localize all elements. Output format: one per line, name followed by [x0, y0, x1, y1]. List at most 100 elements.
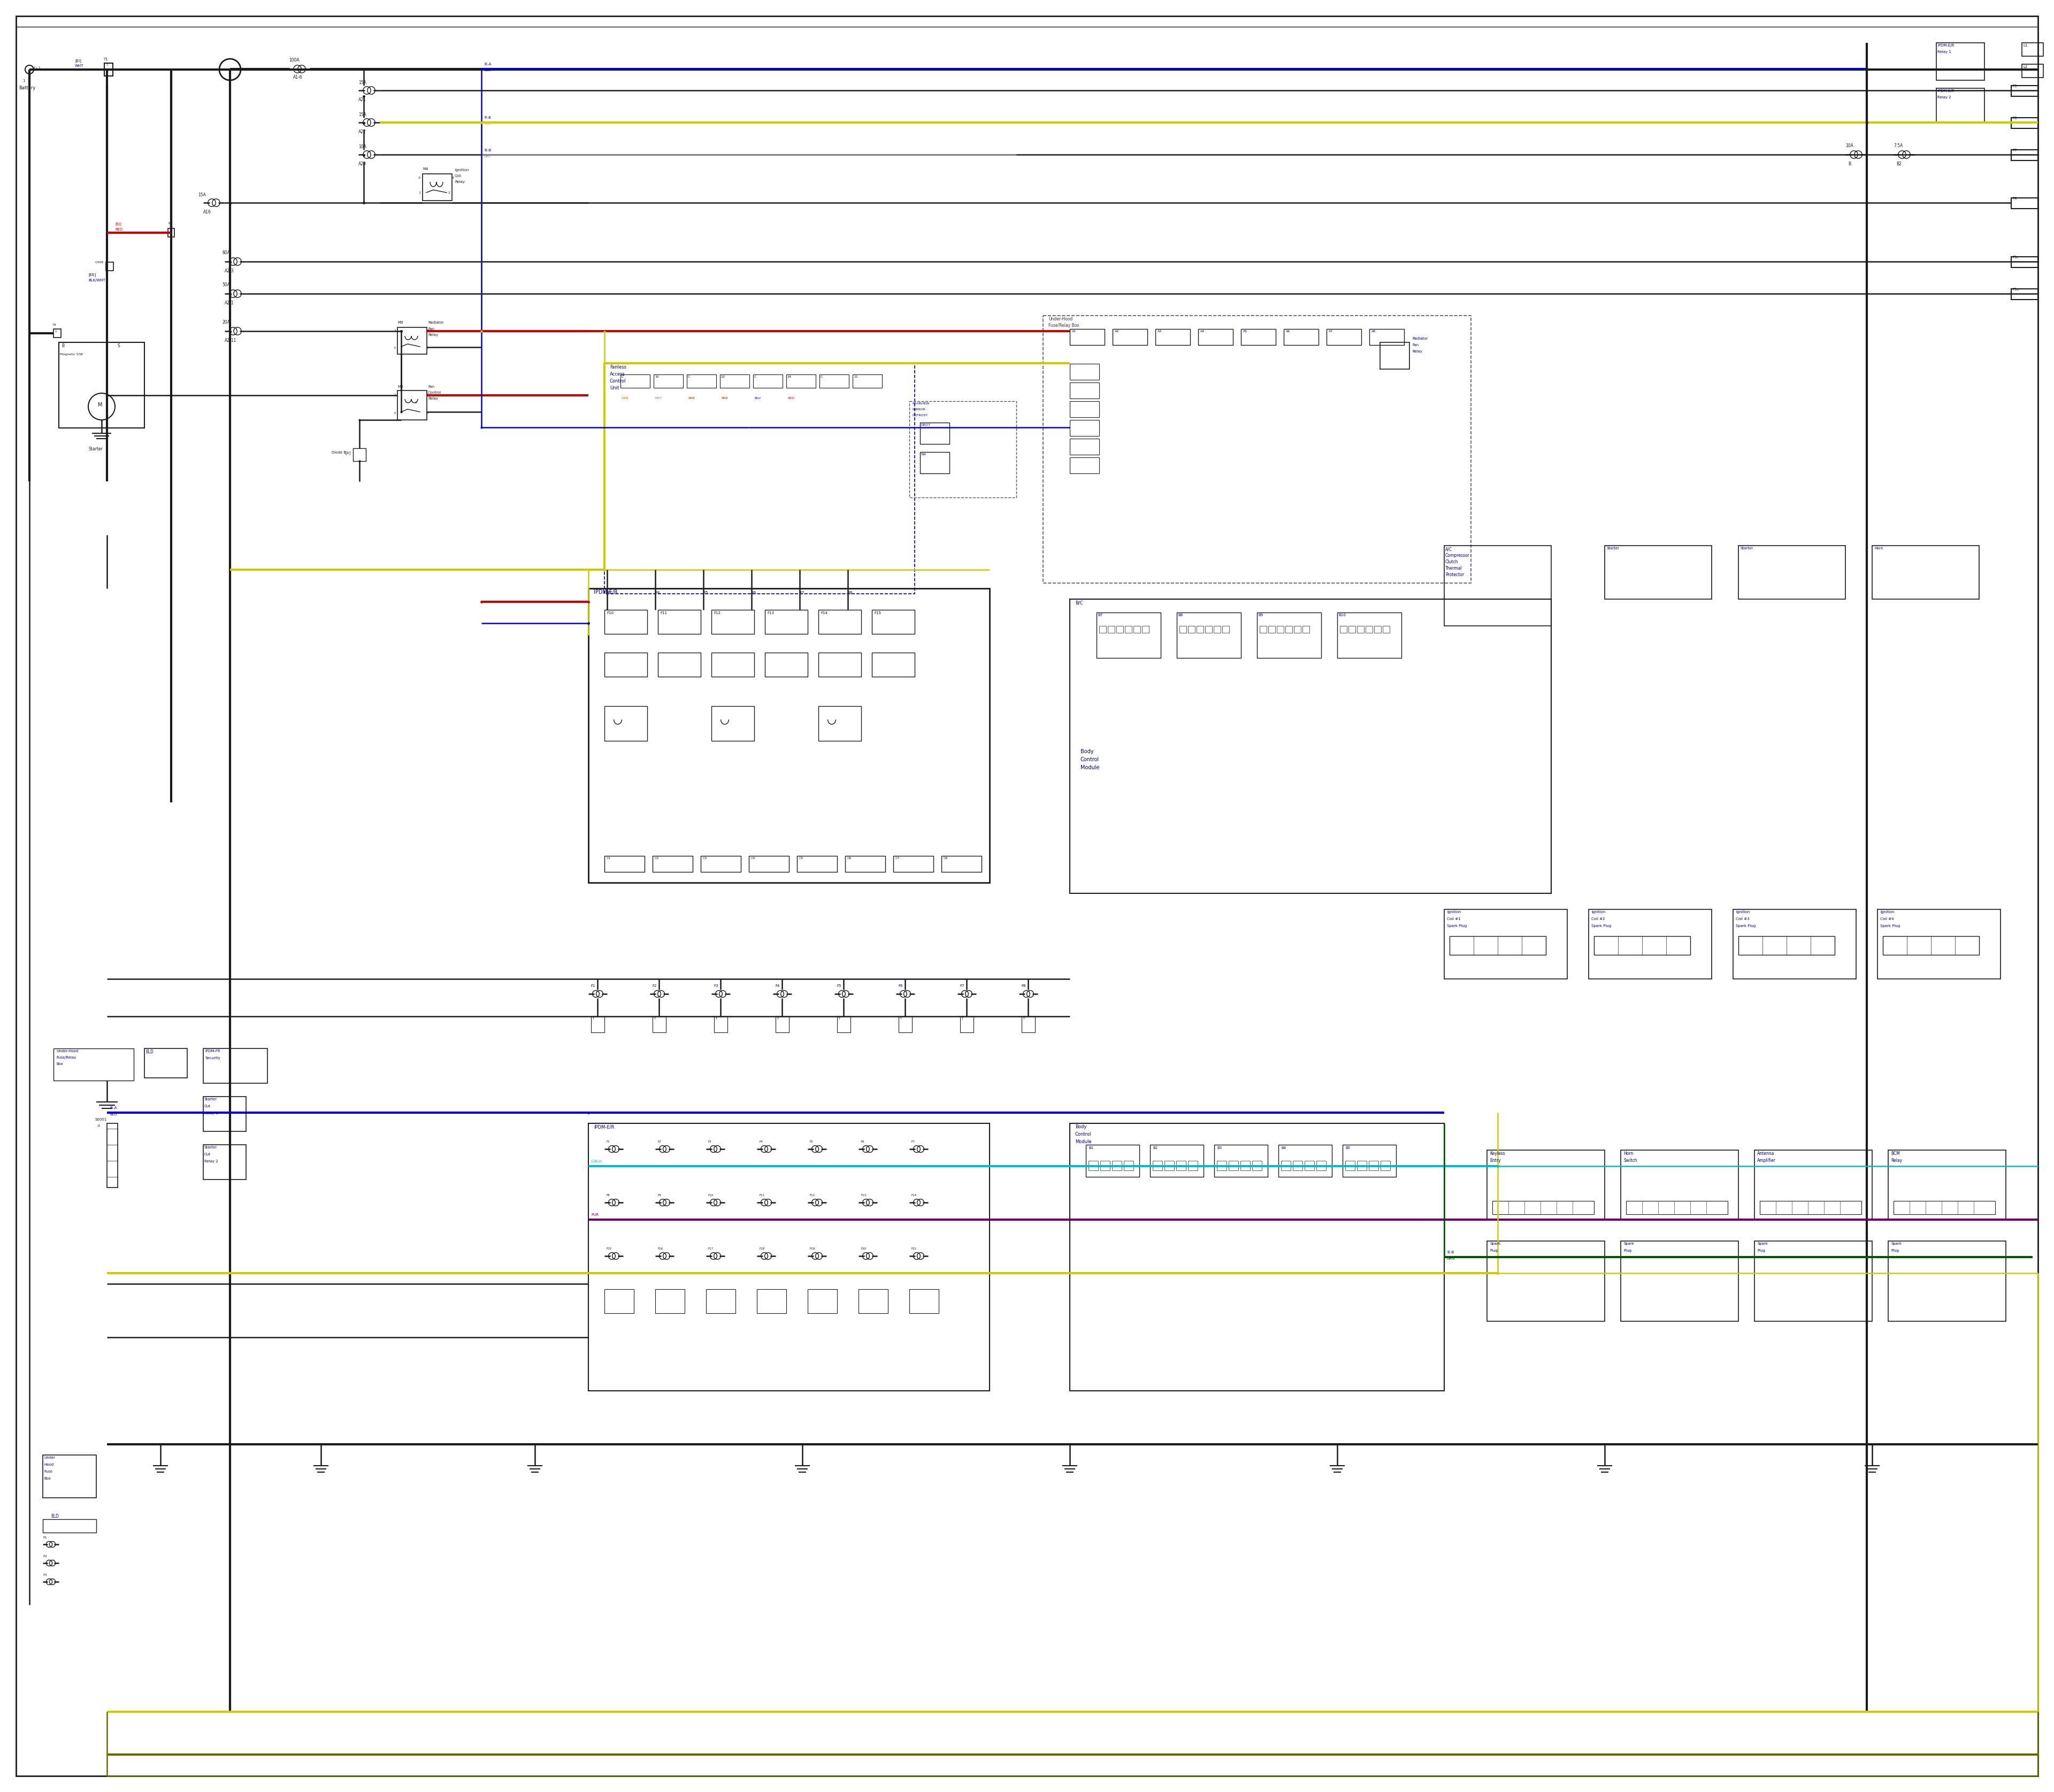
Bar — [653, 857, 692, 873]
Bar — [1588, 909, 1711, 978]
Bar — [1754, 1150, 1871, 1220]
Bar — [1222, 625, 1228, 633]
Text: F14: F14 — [912, 1193, 916, 1197]
Text: C: C — [820, 376, 824, 378]
Text: C4: C4 — [752, 857, 756, 860]
Text: M: M — [99, 401, 103, 407]
Text: F2: F2 — [43, 1555, 47, 1557]
Text: 7.5A: 7.5A — [1894, 143, 1902, 149]
Bar — [604, 652, 647, 677]
Bar — [807, 1288, 838, 1314]
Text: F2: F2 — [657, 1140, 661, 1143]
Text: B: B — [62, 344, 64, 348]
Text: F6: F6 — [2013, 116, 2017, 120]
Bar — [1877, 909, 2001, 978]
Text: T4: T4 — [53, 324, 58, 326]
Text: B/C: B/C — [1074, 600, 1082, 606]
Text: Fan: Fan — [1413, 344, 1419, 346]
Bar — [1604, 545, 1711, 599]
Bar — [53, 1048, 134, 1081]
Text: 10A: 10A — [1844, 143, 1853, 149]
Bar — [1099, 625, 1107, 633]
Text: (+): (+) — [33, 66, 41, 72]
Bar — [1101, 1161, 1109, 1170]
Bar — [1259, 625, 1267, 633]
Text: F12: F12 — [713, 611, 721, 615]
Bar — [1154, 330, 1189, 346]
Text: Relay 2: Relay 2 — [1937, 95, 1951, 99]
Bar — [604, 364, 914, 593]
Text: A29: A29 — [357, 161, 366, 167]
Bar — [1214, 625, 1220, 633]
Bar — [1444, 545, 1551, 625]
Bar — [2011, 197, 2038, 208]
Bar — [920, 423, 949, 444]
Text: 1: 1 — [394, 394, 396, 396]
Text: A2-11: A2-11 — [224, 339, 236, 342]
Bar — [920, 452, 949, 473]
Text: BLU: BLU — [109, 1113, 117, 1116]
Text: B7: B7 — [1097, 613, 1103, 616]
Bar — [1124, 1161, 1134, 1170]
Bar — [1070, 1124, 1444, 1391]
Text: 10A: 10A — [357, 145, 366, 149]
Text: Radiator: Radiator — [1413, 337, 1428, 340]
Bar — [592, 1016, 604, 1032]
Bar — [871, 652, 914, 677]
Bar — [1738, 935, 1834, 955]
Bar — [764, 652, 807, 677]
Bar — [776, 1016, 789, 1032]
Text: F15: F15 — [875, 611, 881, 615]
Text: Coil #3: Coil #3 — [1736, 918, 1750, 921]
Text: Starter: Starter — [203, 1098, 218, 1100]
Bar — [653, 375, 684, 387]
Text: A3: A3 — [1158, 330, 1163, 333]
Bar — [941, 857, 982, 873]
Bar — [1358, 1161, 1366, 1170]
Bar — [203, 1048, 267, 1082]
Text: [EJ]: [EJ] — [115, 222, 121, 226]
Text: Coil #1: Coil #1 — [1446, 918, 1460, 921]
Bar — [1621, 1150, 1738, 1220]
Text: F8: F8 — [606, 1193, 610, 1197]
Text: B10: B10 — [1339, 613, 1345, 616]
Bar — [756, 1288, 787, 1314]
Text: Control: Control — [427, 391, 442, 394]
Text: 1: 1 — [394, 330, 396, 332]
Bar — [587, 1124, 990, 1391]
Bar — [787, 375, 815, 387]
Text: F3: F3 — [43, 1573, 47, 1577]
Bar — [1070, 382, 1099, 398]
Bar — [711, 652, 754, 677]
Text: Hood: Hood — [43, 1462, 53, 1466]
Bar — [1115, 625, 1124, 633]
Bar — [1087, 1145, 1140, 1177]
Text: Control: Control — [1074, 1133, 1091, 1136]
Text: [EE]: [EE] — [88, 272, 97, 276]
Bar — [423, 174, 452, 201]
Bar — [797, 857, 838, 873]
Text: F4: F4 — [2013, 197, 2017, 201]
Text: C1: C1 — [606, 857, 610, 860]
Text: 5: 5 — [427, 412, 429, 414]
Bar — [353, 448, 366, 461]
Text: F11: F11 — [659, 611, 668, 615]
Bar — [587, 588, 990, 883]
Text: F19: F19 — [809, 1247, 815, 1251]
Text: F3: F3 — [608, 591, 612, 595]
Text: B2: B2 — [1152, 1147, 1158, 1149]
Text: C5: C5 — [799, 857, 803, 860]
Bar — [750, 857, 789, 873]
Bar — [1327, 330, 1362, 346]
Text: C: C — [622, 376, 624, 378]
Bar — [1111, 1161, 1121, 1170]
Text: IE-B: IE-B — [1446, 1251, 1454, 1254]
Bar — [871, 609, 914, 634]
Text: [EI]: [EI] — [74, 59, 82, 63]
Text: A16: A16 — [203, 210, 212, 215]
Bar — [1292, 1161, 1302, 1170]
Text: 60A: 60A — [222, 251, 230, 254]
Text: 3: 3 — [394, 346, 396, 349]
Bar — [1302, 625, 1310, 633]
Text: F6: F6 — [898, 984, 902, 987]
